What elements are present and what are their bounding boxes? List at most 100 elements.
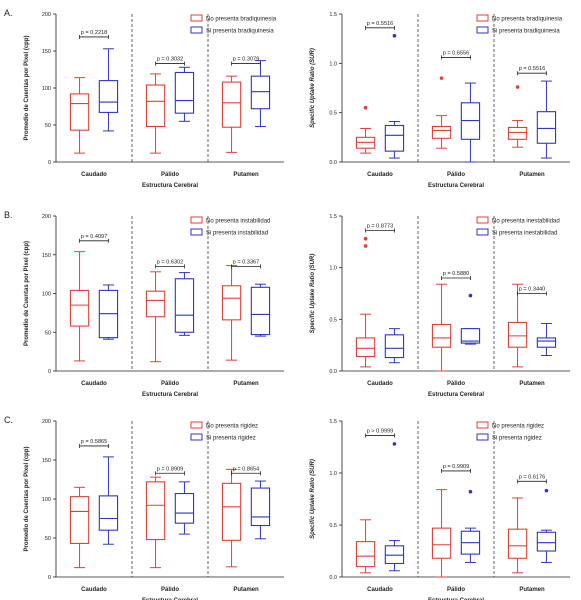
panel-letter: A. [4, 8, 13, 18]
legend-swatch [190, 216, 203, 224]
x-axis-label: Estructura Cerebral [142, 392, 198, 398]
outlier-point [363, 105, 368, 110]
x-category-label: Caudado [367, 587, 393, 593]
x-category-label: Caudado [81, 381, 107, 387]
x-axis-label: Estructura Cerebral [428, 598, 484, 600]
pvalue-label: p = 0.8773 [367, 223, 394, 229]
x-category-label: Putamen [519, 587, 545, 593]
y-tick-label: 0.5 [329, 111, 337, 117]
box-iqr [431, 527, 452, 559]
legend-swatch [476, 26, 489, 34]
outlier-point [392, 442, 397, 446]
box-iqr [431, 323, 452, 348]
box-iqr [507, 126, 528, 140]
legend-swatch [190, 421, 203, 429]
box-iqr [98, 80, 119, 113]
legend-swatch [190, 228, 203, 236]
pvalue-label: p = 0.9909 [443, 464, 470, 470]
legend-swatch [476, 216, 489, 224]
y-axis-label: Specific Uptake Ratio (SUR) [310, 459, 316, 539]
box-iqr [355, 337, 376, 358]
box-iqr [145, 84, 166, 128]
y-tick-label: 50 [45, 123, 51, 129]
pvalue-label: p = 0.8909 [157, 466, 184, 472]
legend-label: Si presenta inestabilidad [492, 231, 557, 237]
y-tick-label: 200 [42, 12, 51, 18]
pvalue-label: p = 0.3032 [157, 57, 184, 63]
x-category-label: Caudado [367, 172, 393, 178]
y-axis-label: Promedio de Cuentas por Pixel (cpp) [24, 35, 30, 140]
outlier-point [363, 236, 368, 241]
box-iqr [69, 289, 90, 327]
panel-letter: B. [4, 210, 13, 220]
outlier-point [544, 488, 549, 493]
y-tick-label: 0 [48, 575, 51, 581]
y-tick-label: 0.0 [329, 369, 337, 375]
y-tick-label: 0.0 [329, 160, 337, 166]
box-iqr [145, 481, 166, 541]
box-iqr [536, 111, 557, 144]
y-tick-label: 100 [42, 86, 51, 92]
x-category-label: Putamen [233, 587, 259, 593]
pvalue-label: p = 0.3079 [233, 57, 260, 63]
outlier-point [468, 293, 473, 298]
pvalue-label: p = 0.6556 [443, 50, 470, 56]
pvalue-label: p = 0.5516 [367, 21, 394, 27]
legend-label: Si presenta rigidez [492, 436, 542, 442]
y-tick-label: 100 [42, 497, 51, 503]
outlier-point [363, 244, 368, 248]
pvalue-label: p = 0.5880 [443, 271, 470, 277]
box-iqr [98, 495, 119, 531]
y-tick-label: 50 [45, 330, 51, 336]
legend-label: No presenta bradiquinesia [206, 17, 277, 23]
x-category-label: Pálido [447, 172, 465, 178]
chart-panel: 0 50 100 150 200 Promedio de Cuentas por Pixe… [24, 12, 284, 189]
box-iqr [536, 337, 557, 348]
y-axis-label: Specific Uptake Ratio (SUR) [310, 48, 316, 128]
pvalue-label: p = 0.5516 [519, 66, 546, 72]
legend-swatch [476, 421, 489, 429]
pvalue-label: p = 0.6302 [157, 259, 184, 265]
box-iqr [507, 321, 528, 348]
y-tick-label: 200 [42, 419, 51, 425]
box-iqr [250, 75, 271, 110]
x-category-label: Putamen [519, 381, 545, 387]
y-tick-label: 0 [48, 160, 51, 166]
x-category-label: Caudado [367, 381, 393, 387]
box-iqr [384, 124, 405, 152]
legend-swatch [476, 433, 489, 441]
box-iqr [536, 531, 557, 552]
legend-label: No presenta bradiquinesia [492, 17, 563, 23]
y-tick-label: 150 [42, 253, 51, 259]
chart-panel: 0 50 100 150 200 Promedio de Cuentas por Pixe… [24, 419, 284, 600]
legend-swatch [190, 433, 203, 441]
box-iqr [355, 541, 376, 568]
box-iqr [460, 328, 481, 344]
pvalue-label: p = 0.6176 [519, 474, 546, 480]
box-iqr [69, 93, 90, 131]
x-category-label: Caudado [81, 172, 107, 178]
y-tick-label: 1.5 [329, 12, 337, 18]
pvalue-label: p = 0.3440 [519, 287, 546, 293]
pvalue-label: p = 0.2218 [81, 30, 108, 36]
chart-panel: 0.0 0.5 1.0 1.5 Specific Uptake Ratio (SUR) C… [310, 12, 570, 189]
x-category-label: Putamen [233, 172, 259, 178]
box-iqr [174, 492, 195, 524]
legend-swatch [476, 228, 489, 236]
x-axis-label: Estructura Cerebral [428, 183, 484, 189]
legend-label: Si presenta bradiquinesia [206, 29, 274, 35]
chart-panel: 0.0 0.5 1.0 1.5 Specific Uptake Ratio (SUR) C… [310, 419, 570, 600]
x-category-label: Pálido [161, 381, 179, 387]
pvalue-label: p = 0.8654 [233, 466, 260, 472]
legend-label: No presenta inestabilidad [492, 219, 560, 225]
x-axis-label: Estructura Cerebral [428, 392, 484, 398]
box-iqr [250, 487, 271, 527]
outlier-point [392, 33, 397, 38]
y-tick-label: 0.5 [329, 317, 337, 323]
box-iqr [145, 290, 166, 318]
y-tick-label: 150 [42, 49, 51, 55]
x-category-label: Pálido [447, 381, 465, 387]
y-tick-label: 1.5 [329, 419, 337, 425]
outlier-point [515, 85, 520, 89]
